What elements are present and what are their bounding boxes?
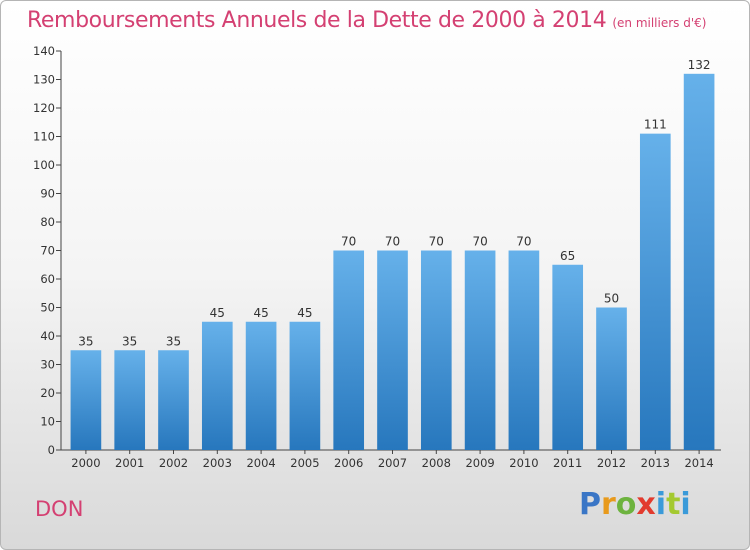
bar [333, 250, 365, 450]
y-tick-label: 120 [33, 101, 55, 115]
bar [70, 350, 102, 450]
bar [158, 350, 189, 450]
commune-name: DON [35, 497, 84, 521]
labels-group: 35 2000 35 2001 35 2002 45 2003 45 2004 45 2005 70 20… [71, 58, 713, 470]
y-tick-label: 70 [40, 244, 55, 258]
bar-value-label: 65 [560, 249, 575, 263]
x-tick-label: 2013 [641, 456, 670, 470]
bar-value-label: 132 [688, 58, 711, 72]
bar [420, 250, 452, 450]
y-tick-label: 50 [40, 301, 55, 315]
bar [114, 350, 146, 450]
y-tick-label: 0 [48, 443, 55, 457]
y-tick-label: 90 [40, 187, 55, 201]
bar-value-label: 35 [122, 334, 137, 348]
bar-value-label: 45 [253, 306, 268, 320]
logo-letter: x [636, 487, 656, 522]
x-tick-label: 2014 [684, 456, 713, 470]
x-tick-label: 2000 [71, 456, 100, 470]
bar-value-label: 70 [385, 235, 400, 249]
logo-letter: r [601, 487, 616, 522]
logo-letter: i [680, 487, 691, 522]
x-tick-label: 2011 [553, 456, 582, 470]
logo-letter: i [655, 487, 667, 522]
bar [464, 250, 496, 450]
bar [508, 250, 540, 450]
x-tick-label: 2010 [509, 456, 538, 470]
y-tick-label: 30 [40, 358, 55, 372]
logo-letter: t [666, 487, 681, 522]
bar [683, 73, 715, 451]
bar [289, 321, 321, 450]
bar-value-label: 50 [604, 292, 619, 306]
axes: 0 10 20 30 40 50 60 70 80 90 100 110 120 130 140 [33, 44, 721, 457]
bar-value-label: 70 [341, 235, 356, 249]
chart-title: Remboursements Annuels de la Dette de 20… [27, 8, 706, 33]
bar [552, 264, 584, 450]
x-tick-label: 2012 [597, 456, 626, 470]
y-tick-label: 10 [40, 415, 55, 429]
y-tick-label: 20 [40, 386, 55, 400]
x-tick-label: 2008 [422, 456, 451, 470]
chart-title-text: Remboursements Annuels de la Dette de 20… [27, 8, 607, 33]
bar-value-label: 45 [210, 306, 225, 320]
x-tick-label: 2009 [465, 456, 494, 470]
bars-group [70, 73, 715, 451]
x-tick-label: 2001 [115, 456, 144, 470]
bar-value-label: 111 [644, 118, 667, 132]
y-tick-label: 110 [33, 130, 55, 144]
logo-letter: o [615, 487, 637, 522]
bar [596, 307, 627, 450]
bar [201, 321, 233, 450]
bar [377, 250, 408, 450]
x-tick-label: 2007 [378, 456, 407, 470]
x-tick-label: 2004 [246, 456, 275, 470]
logo-letter: P [579, 487, 601, 522]
y-tick-label: 40 [40, 329, 55, 343]
x-tick-label: 2005 [290, 456, 319, 470]
bar-value-label: 45 [297, 306, 312, 320]
bar-value-label: 70 [429, 235, 444, 249]
y-tick-label: 100 [33, 158, 55, 172]
bar [245, 321, 277, 450]
x-tick-label: 2003 [203, 456, 232, 470]
bar [639, 133, 671, 450]
x-tick-label: 2006 [334, 456, 363, 470]
y-tick-label: 60 [40, 272, 55, 286]
proxiti-logo: Proxiti [579, 487, 691, 522]
y-tick-label: 130 [33, 73, 55, 87]
bar-value-label: 35 [166, 334, 181, 348]
x-tick-label: 2002 [159, 456, 188, 470]
y-tick-label: 80 [40, 215, 55, 229]
bar-value-label: 70 [516, 235, 531, 249]
chart-unit: (en milliers d'€) [612, 16, 707, 30]
bar-value-label: 70 [472, 235, 487, 249]
bar-value-label: 35 [78, 334, 93, 348]
y-tick-label: 140 [33, 44, 55, 58]
